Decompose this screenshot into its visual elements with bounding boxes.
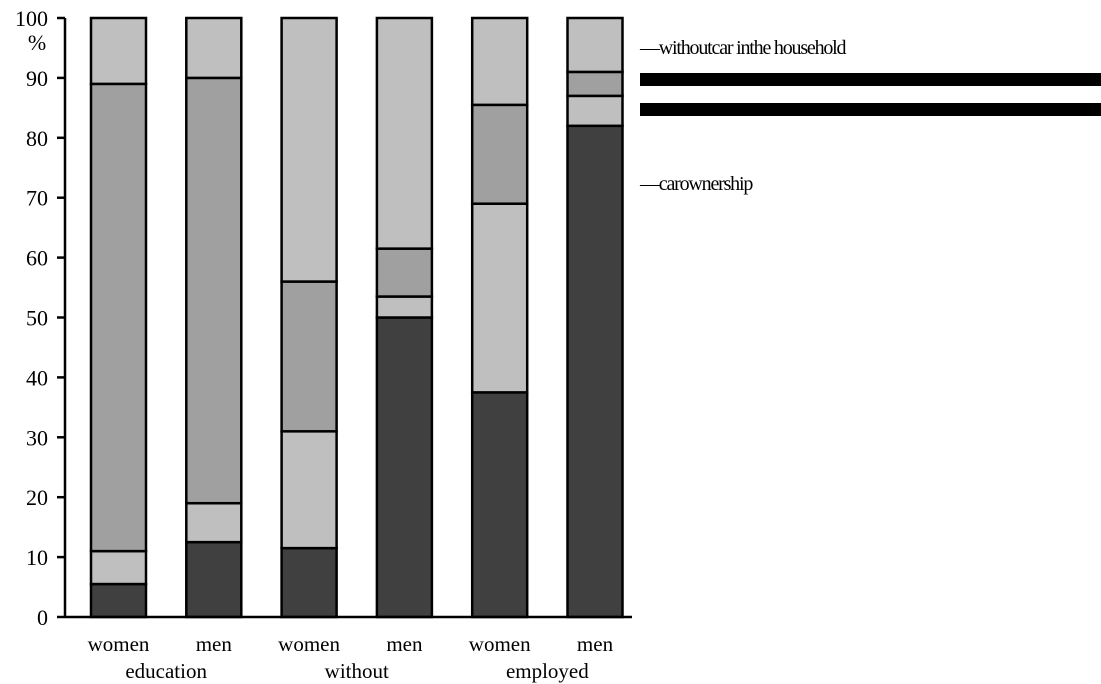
y-tick-label-70: 70: [26, 186, 48, 211]
bar-segment-3-1: [280, 546, 338, 619]
y-unit-label: %: [28, 30, 46, 55]
bar-segment-5-4: [470, 16, 529, 107]
x-labels: women men women men women men education without…: [88, 632, 614, 683]
x-category-label-5: women: [469, 632, 531, 656]
x-category-label-4: men: [386, 632, 423, 656]
bar-segment-6-2: [566, 94, 624, 128]
y-ticks: 0 10 20 30 40 50 60 70 80 90 100: [15, 6, 65, 630]
bar-segment-3-2: [280, 430, 338, 550]
bar-segment-6-4: [566, 16, 624, 74]
x-category-label-6: men: [577, 632, 614, 656]
bar-segment-6-3: [566, 70, 624, 98]
legend-bar-2: [640, 103, 1101, 116]
x-group-label-3: employed: [506, 659, 589, 683]
bar-segment-3-3: [280, 280, 338, 433]
x-category-label-3: women: [278, 632, 340, 656]
y-tick-label-90: 90: [26, 66, 48, 91]
legend-bar-1: [640, 73, 1101, 86]
bar-segment-1-4: [89, 16, 148, 86]
y-tick-label-80: 80: [26, 126, 48, 151]
x-category-label-1: women: [88, 632, 150, 656]
y-tick-label-60: 60: [26, 246, 48, 271]
y-tick-label-50: 50: [26, 306, 48, 331]
bar-segment-6-1: [566, 124, 624, 619]
y-tick-label-10: 10: [26, 545, 48, 570]
bar-segment-2-1: [185, 540, 243, 619]
bar-segment-2-4: [185, 16, 243, 80]
y-tick-label-100: 100: [15, 6, 48, 31]
y-tick-label-0: 0: [37, 605, 48, 630]
bars-layer: [89, 16, 624, 619]
bar-segment-4-2: [375, 295, 434, 319]
bar-segment-2-2: [185, 501, 243, 544]
legend-label-1: —withoutcar inthe household: [639, 37, 847, 59]
y-tick-label-30: 30: [26, 425, 48, 450]
bar-segment-5-3: [470, 103, 529, 205]
bar-segment-1-3: [89, 82, 148, 553]
bar-segment-5-2: [470, 202, 529, 394]
bar-segment-4-4: [375, 16, 434, 250]
bar-segment-4-1: [375, 316, 434, 619]
y-tick-label-40: 40: [26, 365, 48, 390]
y-tick-label-20: 20: [26, 485, 48, 510]
bar-segment-2-3: [185, 76, 243, 505]
bar-segment-4-3: [375, 247, 434, 298]
bar-segment-5-1: [470, 391, 529, 619]
x-category-label-2: men: [196, 632, 233, 656]
x-group-label-1: education: [125, 659, 207, 683]
bar-segment-3-4: [280, 16, 338, 283]
bar-segment-1-1: [89, 582, 148, 619]
legend-label-2: —carownership: [639, 173, 753, 195]
legend: —withoutcar inthe household —carownership: [639, 37, 1101, 195]
x-group-label-2: without: [325, 659, 389, 683]
bar-segment-1-2: [89, 549, 148, 586]
